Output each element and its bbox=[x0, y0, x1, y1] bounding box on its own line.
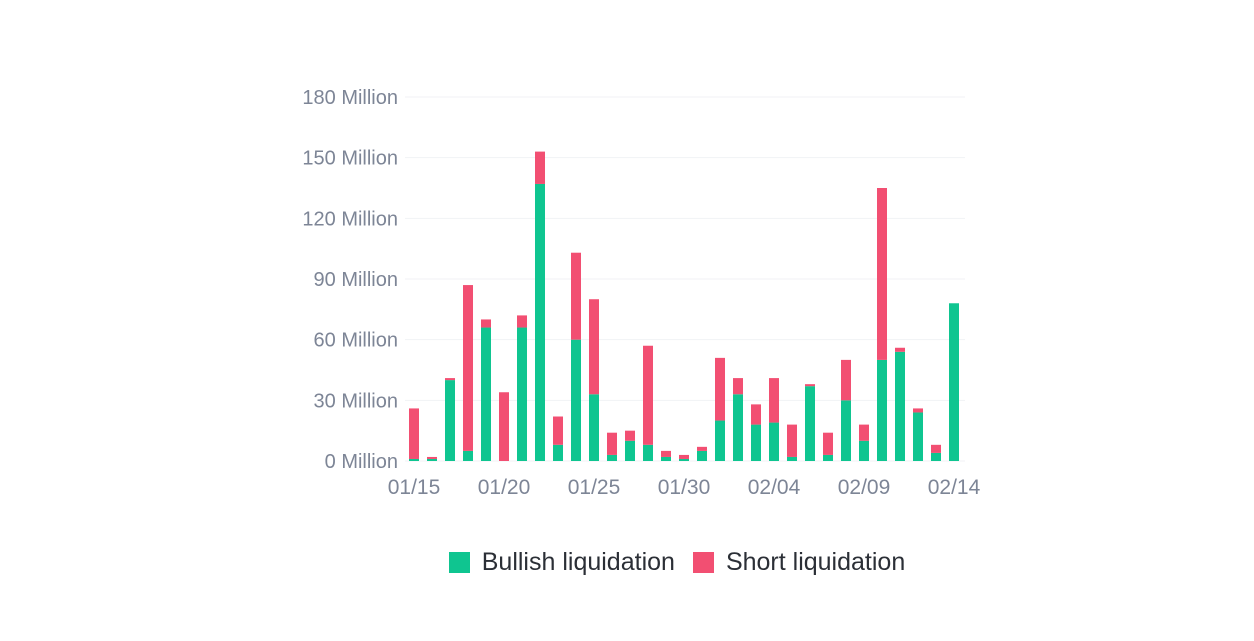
bullish-bar bbox=[535, 183, 545, 461]
bullish-bar bbox=[445, 380, 455, 461]
short-bar bbox=[769, 378, 779, 423]
bullish-bar bbox=[481, 327, 491, 461]
bullish-bar bbox=[823, 454, 833, 461]
bullish-swatch bbox=[448, 552, 470, 573]
bullish-bar bbox=[787, 456, 797, 461]
short-bar bbox=[679, 454, 689, 459]
legend-item-bullish[interactable]: Bullish liquidation bbox=[448, 548, 675, 577]
bullish-bar bbox=[427, 458, 437, 461]
bullish-bar bbox=[895, 351, 905, 461]
bullish-legend-label: Bullish liquidation bbox=[481, 548, 675, 576]
short-bar bbox=[571, 252, 581, 340]
short-swatch bbox=[692, 552, 714, 573]
short-bar bbox=[409, 408, 419, 459]
bullish-bar bbox=[589, 394, 599, 461]
bars bbox=[409, 151, 959, 461]
legend: Bullish liquidation Short liquidation bbox=[0, 548, 1254, 577]
bullish-bar bbox=[877, 359, 887, 461]
y-tick-label: 0 Million bbox=[325, 451, 398, 473]
bullish-bar bbox=[697, 450, 707, 461]
short-bar bbox=[859, 424, 869, 441]
short-bar bbox=[787, 424, 797, 457]
short-bar bbox=[661, 450, 671, 457]
bullish-bar bbox=[841, 400, 851, 461]
short-bar bbox=[877, 188, 887, 360]
bullish-bar bbox=[859, 440, 869, 461]
bullish-bar bbox=[463, 450, 473, 461]
bullish-bar bbox=[949, 303, 959, 461]
bullish-bar bbox=[661, 456, 671, 461]
bullish-bar bbox=[517, 327, 527, 461]
short-bar bbox=[607, 432, 617, 455]
x-tick-label: 01/15 bbox=[388, 476, 441, 499]
y-tick-label: 30 Million bbox=[314, 390, 398, 412]
y-tick-label: 120 Million bbox=[302, 208, 398, 230]
short-bar bbox=[445, 378, 455, 381]
short-bar bbox=[517, 315, 527, 328]
y-axis: 180 Million 150 Million 120 Million 90 Mill… bbox=[302, 87, 398, 473]
x-tick-label: 02/04 bbox=[748, 476, 801, 499]
bullish-bar bbox=[805, 386, 815, 461]
x-tick-label: 02/14 bbox=[928, 476, 981, 499]
short-bar bbox=[643, 345, 653, 445]
y-tick-label: 150 Million bbox=[302, 148, 398, 170]
y-tick-label: 60 Million bbox=[314, 330, 398, 352]
short-legend-label: Short liquidation bbox=[725, 548, 906, 576]
bullish-bar bbox=[751, 424, 761, 461]
bullish-bar bbox=[553, 444, 563, 461]
bullish-bar bbox=[715, 420, 725, 461]
short-bar bbox=[733, 378, 743, 395]
short-bar bbox=[499, 392, 509, 461]
short-bar bbox=[841, 359, 851, 401]
x-tick-label: 02/09 bbox=[838, 476, 891, 499]
x-tick-label: 01/25 bbox=[568, 476, 621, 499]
y-tick-label: 180 Million bbox=[302, 87, 398, 109]
short-bar bbox=[697, 446, 707, 451]
short-bar bbox=[463, 285, 473, 451]
x-tick-label: 01/30 bbox=[658, 476, 711, 499]
bullish-bar bbox=[913, 412, 923, 461]
x-tick-label: 01/20 bbox=[478, 476, 531, 499]
bullish-bar bbox=[409, 458, 419, 461]
bullish-bar bbox=[625, 440, 635, 461]
short-bar bbox=[931, 444, 941, 453]
short-bar bbox=[625, 430, 635, 441]
short-bar bbox=[715, 357, 725, 421]
short-bar bbox=[553, 416, 563, 445]
short-bar bbox=[823, 432, 833, 455]
y-tick-label: 90 Million bbox=[314, 269, 398, 291]
short-bar bbox=[535, 151, 545, 184]
short-bar bbox=[751, 404, 761, 425]
bullish-bar bbox=[607, 454, 617, 461]
legend-item-short[interactable]: Short liquidation bbox=[692, 548, 906, 577]
short-bar bbox=[913, 408, 923, 413]
short-bar bbox=[805, 384, 815, 387]
bullish-bar bbox=[643, 444, 653, 461]
grid-lines bbox=[405, 96, 965, 462]
short-bar bbox=[589, 299, 599, 395]
bullish-bar bbox=[931, 452, 941, 461]
x-axis: 01/15 01/20 01/25 01/30 02/04 02/09 02/14 bbox=[388, 476, 981, 499]
short-bar bbox=[895, 347, 905, 352]
bullish-bar bbox=[769, 422, 779, 461]
bullish-bar bbox=[571, 339, 581, 461]
bullish-bar bbox=[679, 458, 689, 461]
bullish-bar bbox=[733, 394, 743, 461]
short-bar bbox=[427, 456, 437, 459]
short-bar bbox=[481, 319, 491, 328]
